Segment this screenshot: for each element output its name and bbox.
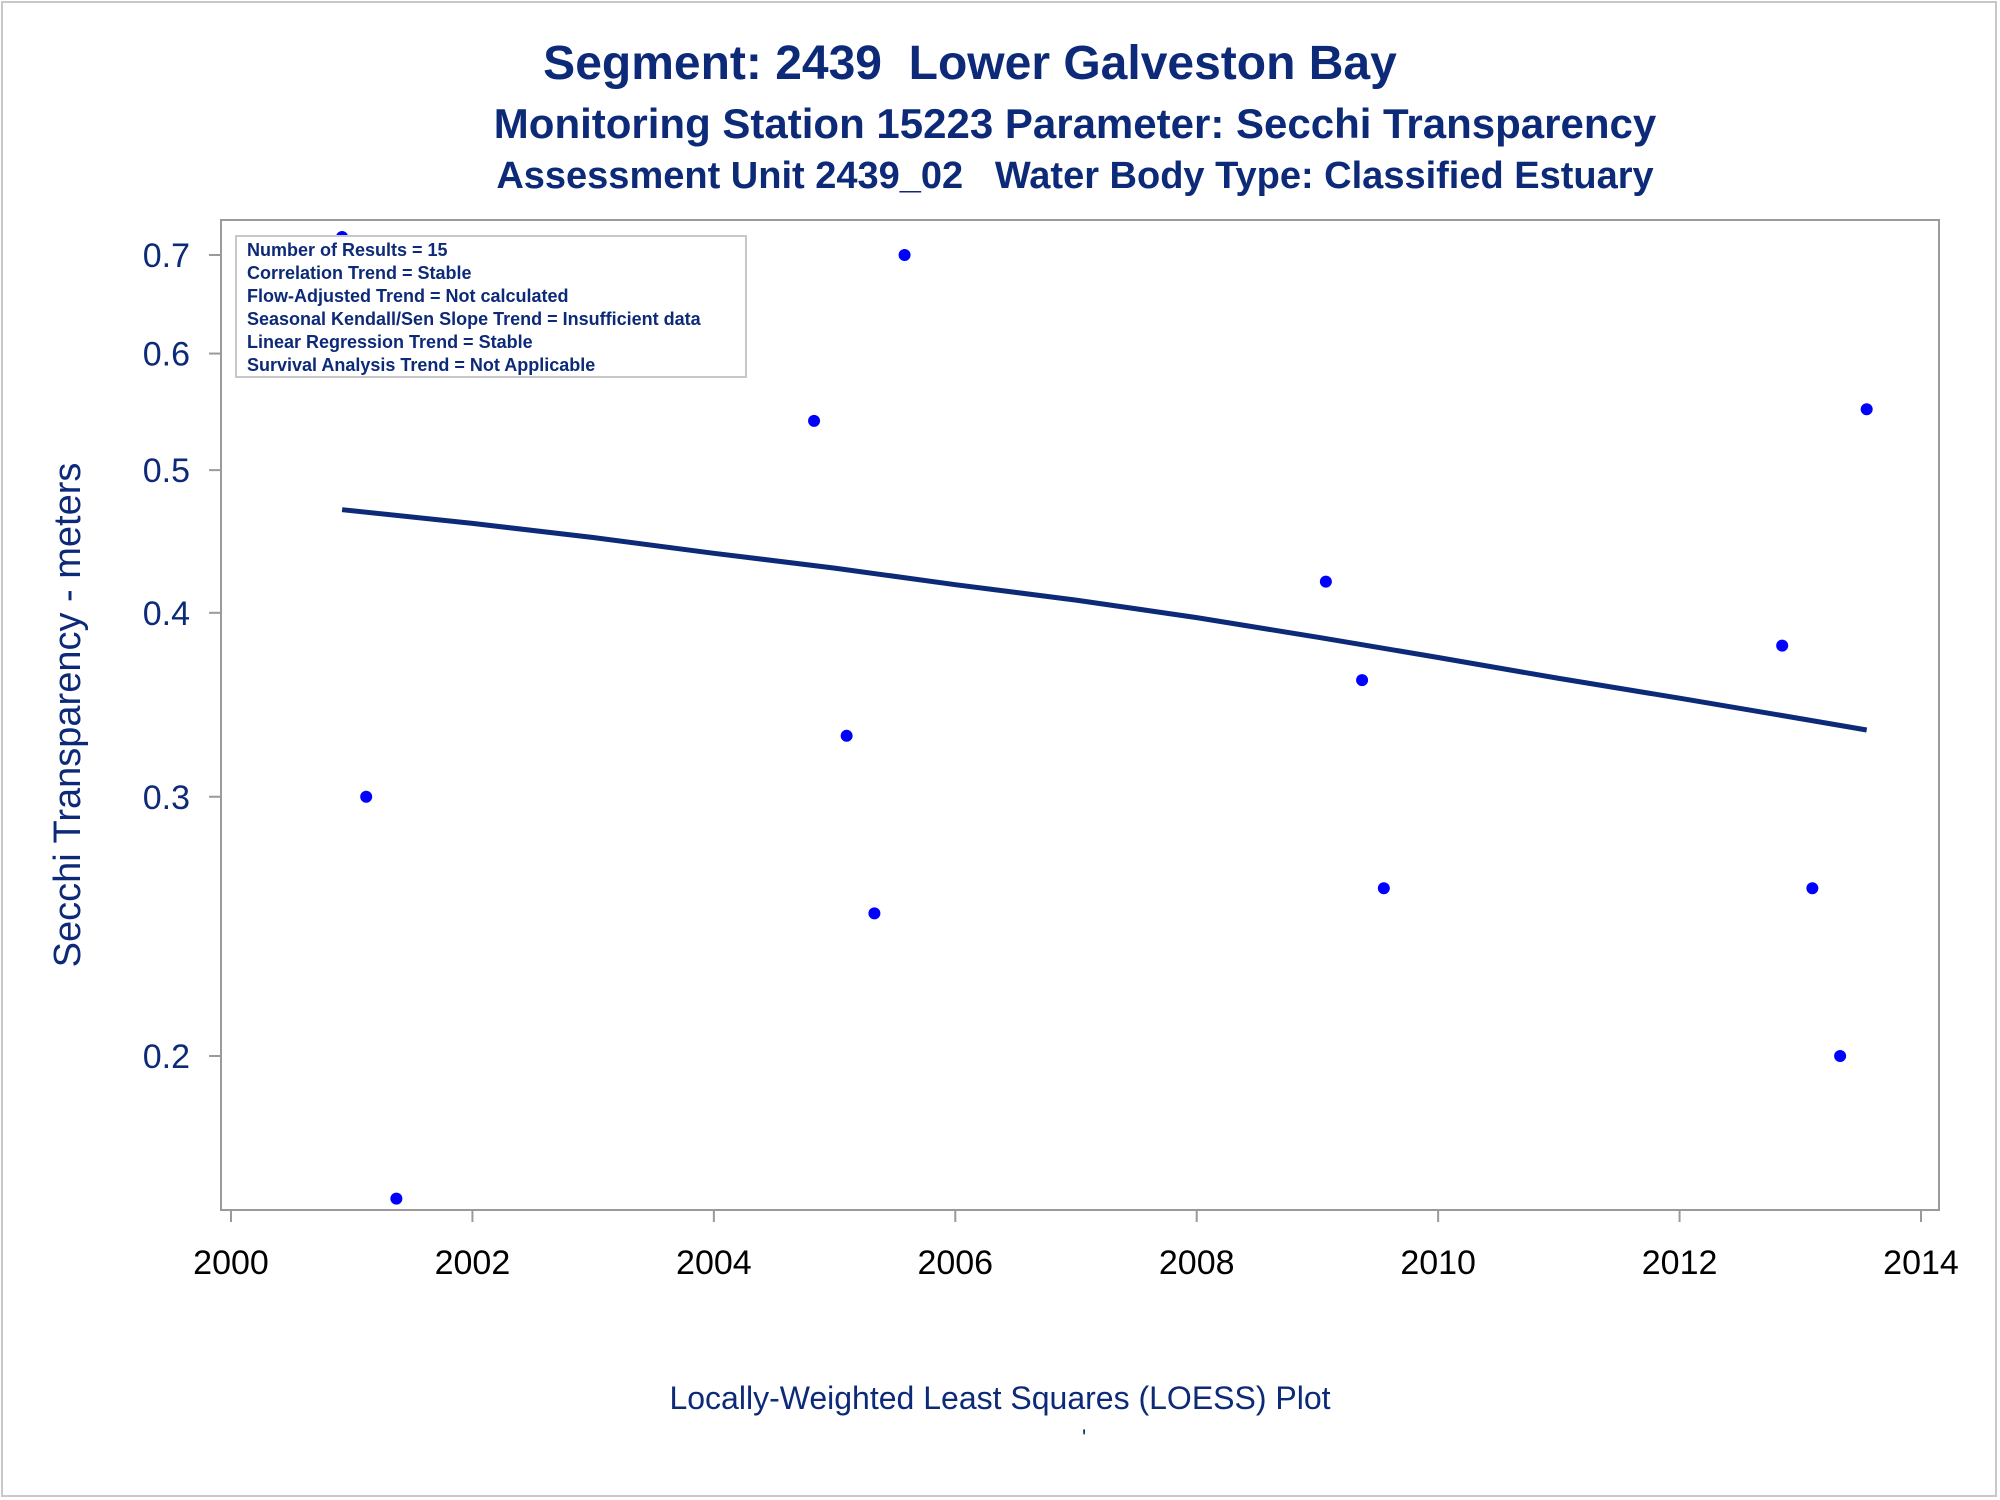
data-point [1860,403,1873,416]
chart-subtitle: Monitoring Station 15223 Parameter: Secc… [493,100,1657,147]
footnote: Locally-Weighted Least Squares (LOESS) P… [669,1380,1331,1416]
stats-legend-box [235,235,747,378]
data-point [808,414,821,427]
footnote-mark: ' [1082,1425,1087,1450]
x-tick-label: 2000 [193,1244,269,1282]
x-tick-label: 2014 [1883,1244,1959,1282]
stats-legend: Number of Results = 15 Correlation Trend … [235,235,747,378]
data-point [840,729,853,742]
data-point [1806,882,1819,895]
x-tick-label: 2010 [1400,1244,1476,1282]
data-point [1776,639,1789,652]
x-tick-label: 2004 [676,1244,752,1282]
data-point [898,249,911,261]
y-tick-label: 0.2 [143,1038,190,1076]
data-point [1319,575,1332,588]
chart-subtitle-2: Assessment Unit 2439_02 Water Body Type:… [496,155,1654,197]
loess-line [341,507,1868,733]
y-tick-label: 0.5 [143,452,190,490]
x-tick-label: 2012 [1642,1244,1718,1282]
stats-legend-line: Survival Analysis Trend = Not Applicable [247,355,595,375]
data-point [1377,882,1390,895]
data-point [1356,674,1369,687]
stats-legend-line: Seasonal Kendall/Sen Slope Trend = Insuf… [247,309,702,329]
plot-area [220,219,1940,1211]
data-point [360,790,373,803]
y-axis-label: Secchi Transparency - meters [47,463,89,968]
x-tick-label: 2008 [1159,1244,1235,1282]
stats-legend-line: Number of Results = 15 [247,240,448,260]
data-point [390,1192,403,1205]
stats-legend-line: Linear Regression Trend = Stable [247,332,533,352]
stats-legend-line: Correlation Trend = Stable [247,263,472,283]
y-tick-label: 0.6 [143,336,190,374]
y-tick-label: 0.7 [143,237,190,275]
data-point [868,907,881,920]
x-tick-label: 2006 [917,1244,993,1282]
data-point [1834,1050,1847,1062]
stats-legend-line: Flow-Adjusted Trend = Not calculated [247,286,569,306]
chart-title: Segment: 2439 Lower Galveston Bay [543,37,1397,90]
y-tick-label: 0.3 [143,779,190,817]
y-tick-label: 0.4 [143,595,190,633]
x-tick-label: 2002 [435,1244,511,1282]
